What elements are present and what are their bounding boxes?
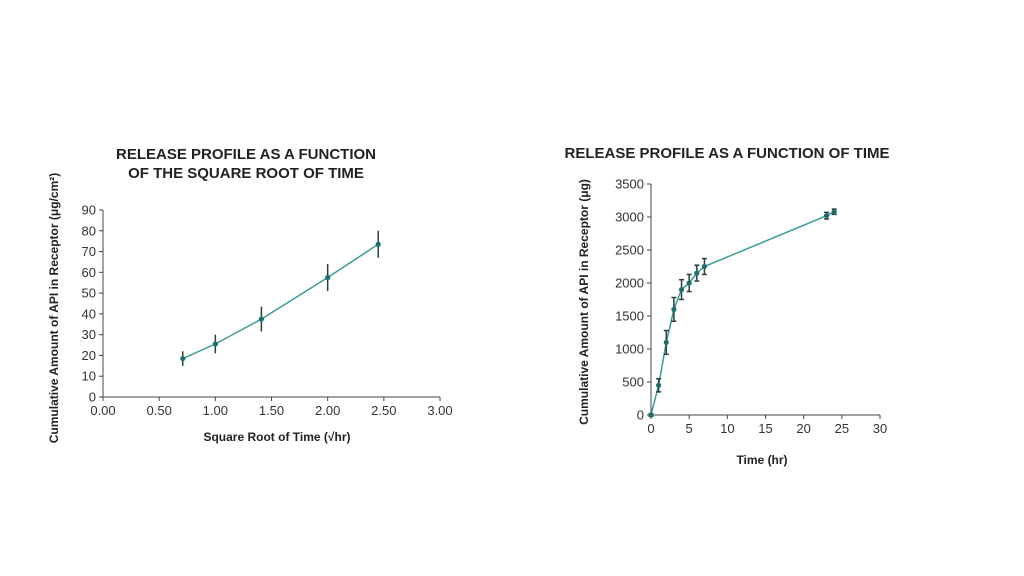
- chart-1-data-point: [258, 316, 264, 322]
- chart-2-data-point: [663, 339, 669, 345]
- chart-1-y-tick-label: 30: [82, 327, 96, 342]
- chart-1-y-tick-label: 10: [82, 369, 96, 384]
- chart-2-data-point: [686, 280, 692, 286]
- chart-1-x-axis-title: Square Root of Time (√hr): [203, 430, 350, 444]
- chart-1-y-tick-label: 90: [82, 203, 96, 218]
- chart-1-data-point: [212, 341, 218, 347]
- chart-1-x-tick-label: 1.50: [259, 403, 284, 418]
- chart-2-data-point: [831, 209, 837, 215]
- chart-2-x-tick-label: 25: [835, 421, 849, 436]
- chart-1-y-tick-label: 40: [82, 306, 96, 321]
- chart-2-data-point: [701, 263, 708, 270]
- chart-2-y-tick-label: 0: [637, 408, 644, 423]
- chart-1-data-point: [180, 355, 186, 362]
- chart-2-x-tick-label: 30: [873, 421, 887, 436]
- chart-2-y-tick-label: 500: [622, 375, 644, 390]
- chart-1-title-line-2: OF THE SQUARE ROOT OF TIME: [128, 165, 364, 182]
- chart-2-y-tick-label: 1500: [615, 309, 644, 324]
- chart-1-y-tick-label: 60: [82, 265, 96, 280]
- chart-2-y-tick-label: 3000: [615, 210, 644, 225]
- chart-2-y-tick-label: 3500: [615, 177, 644, 192]
- chart-2-data-point: [694, 270, 700, 276]
- chart-2-y-tick-label: 2000: [615, 276, 644, 291]
- chart-2-title: RELEASE PROFILE AS A FUNCTION OF TIME: [564, 145, 889, 162]
- chart-1-y-axis-title: Cumulative Amount of API in Receptor (μg…: [47, 173, 61, 443]
- chart-time: RELEASE PROFILE AS A FUNCTION OF TIME 0 5…: [564, 145, 889, 467]
- chart-2-data-point: [656, 382, 662, 388]
- chart-1-x-tick-label: 3.00: [427, 403, 452, 418]
- chart-1-x-tick-label: 2.00: [315, 403, 340, 418]
- chart-1-y-tick-label: 20: [82, 348, 96, 363]
- chart-2-data-point: [648, 412, 654, 418]
- chart-2-y-tick-label: 2500: [615, 243, 644, 258]
- chart-1-data-point: [325, 274, 331, 281]
- chart-1-title-line-1: RELEASE PROFILE AS A FUNCTION: [116, 146, 376, 163]
- chart-1-x-tick-label: 1.00: [203, 403, 228, 418]
- chart-2-x-axis-title: Time (hr): [736, 453, 787, 467]
- chart-2-plot: 0 500 1000 1500 2000 2500 3000 3500 0 5 10 15 20 25 30: [615, 177, 887, 437]
- chart-2-y-tick-label: 1000: [615, 342, 644, 357]
- chart-1-x-tick-label: 0.50: [147, 403, 172, 418]
- chart-2-x-tick-label: 20: [796, 421, 810, 436]
- chart-1-y-tick-label: 80: [82, 223, 96, 238]
- chart-1-x-tick-label: 0.00: [90, 403, 115, 418]
- chart-1-series-line: [182, 243, 379, 360]
- chart-2-x-tick-label: 0: [647, 421, 654, 436]
- chart-1-y-tick-label: 70: [82, 244, 96, 259]
- chart-2-data-point: [823, 213, 830, 219]
- chart-sqrt-time: RELEASE PROFILE AS A FUNCTION OF THE SQU…: [47, 146, 453, 444]
- chart-1-x-tick-label: 2.50: [371, 403, 396, 418]
- chart-2-series-line: [650, 211, 835, 416]
- chart-2-x-tick-label: 5: [686, 421, 693, 436]
- chart-2-x-tick-label: 15: [758, 421, 772, 436]
- chart-1-plot: 0 10 20 30 40 50 60 70 80 90 0.00 0.50 1.00 1.50 2.00 2…: [82, 203, 453, 419]
- chart-2-data-point: [671, 306, 677, 312]
- chart-1-y-tick-label: 50: [82, 286, 96, 301]
- chart-2-data-point: [678, 287, 685, 293]
- chart-1-data-point: [375, 241, 381, 247]
- chart-2-x-tick-label: 10: [720, 421, 734, 436]
- chart-1-y-tick-label: 0: [89, 390, 96, 405]
- chart-2-y-axis-title: Cumulative Amount of API in Receptor (μg…: [577, 179, 591, 425]
